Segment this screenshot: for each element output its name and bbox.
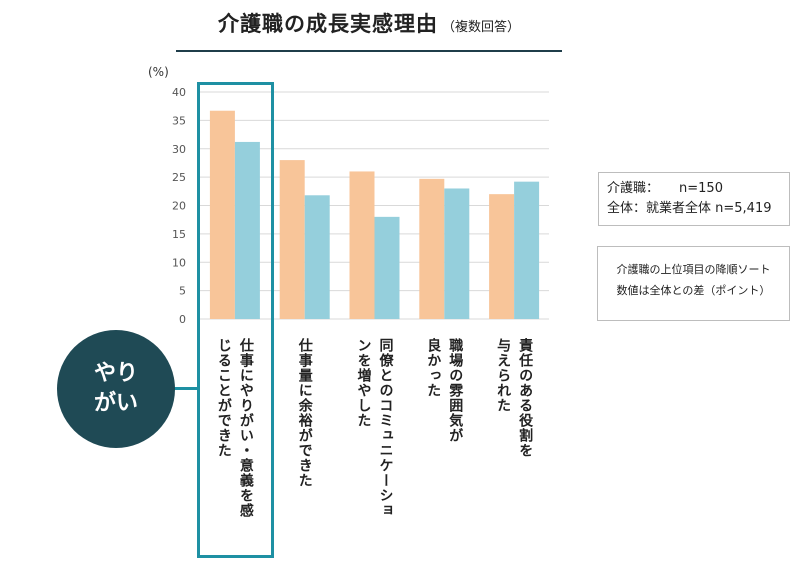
category-label-line: 職場の雰囲気が [447,338,464,443]
y-tick-label: 35 [172,114,186,127]
legend-care-n: n=150 [679,181,723,196]
category-label-5: 責任のある役割を 与えられた [492,338,536,458]
bar-series-1-4 [419,178,445,319]
y-tick-label: 25 [172,171,186,184]
legend-box: 介護職： n=150 全体：就業者全体 n=5,419 [598,172,790,226]
chart-title-block: 介護職の成長実感理由 （複数回答） [176,8,562,38]
bar-series-2-3 [374,216,400,319]
y-tick-label: 20 [172,200,186,213]
yarigai-badge: やり がい [57,330,175,448]
category-label-line: 良かった [425,338,442,398]
category-label-line: 与えられた [495,338,512,413]
note-line-2: 数値は全体との差（ポイント） [616,284,771,297]
legend-all: 全体：就業者全体 n=5,419 [607,201,772,216]
badge-line-1: やり [93,361,138,386]
note-line-1: 介護職の上位項目の降順ソート [616,263,771,276]
category-label-3: 同僚とのコミュニケーショ ンを増やした [353,338,397,518]
category-label-1: 仕事にやりがい・意義を感 じることができた [213,338,257,518]
legend-care-label: 介護職： [607,181,660,196]
bar-series-1-2 [279,160,305,319]
chart-title: 介護職の成長実感理由 [217,12,438,36]
y-tick-label: 0 [179,313,186,326]
y-tick-label: 30 [172,143,186,156]
category-label-line: ンを増やした [355,338,372,428]
category-label-line: 仕事にやりがい・意義を感 [237,338,254,518]
bar-series-1-5 [489,194,515,319]
category-label-4: 職場の雰囲気が 良かった [422,338,466,443]
category-label-line: 責任のある役割を [517,338,534,458]
chart-title-note: （複数回答） [441,20,520,35]
category-label-line: じることができた [215,338,232,458]
y-axis-unit: (%) [148,65,169,79]
badge-line-2: がい [93,391,138,416]
bar-series-2-1 [234,141,260,319]
y-tick-label: 5 [179,285,186,298]
category-label-line: 仕事量に余裕ができた [296,338,313,488]
y-tick-label: 15 [172,228,186,241]
bar-series-1-3 [349,171,375,319]
bar-series-2-4 [444,188,470,319]
y-tick-label: 40 [172,86,186,99]
title-underline [176,50,562,52]
bar-series-1-1 [209,110,235,319]
legend-care: 介護職： n=150 [607,179,781,199]
highlight-connector [174,387,198,390]
bar-series-2-2 [304,195,330,319]
highlight-frame [197,82,274,558]
note-box: 介護職の上位項目の降順ソート 数値は全体との差（ポイント） [597,246,790,321]
category-label-2: 仕事量に余裕ができた [294,338,316,488]
y-tick-label: 10 [172,256,186,269]
bar-series-2-5 [514,181,540,319]
category-label-line: 同僚とのコミュニケーショ [377,338,394,518]
